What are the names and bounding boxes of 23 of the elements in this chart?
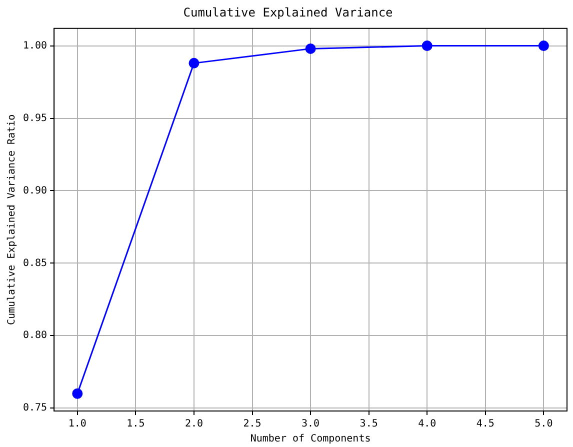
point <box>188 58 200 68</box>
point <box>72 388 83 399</box>
point <box>538 40 549 52</box>
y-axis-title: Cumulative Explained Variance Ratio <box>6 114 18 326</box>
x-tick-label: 4.0 <box>418 418 436 430</box>
point <box>422 40 432 52</box>
x-tick-label: 4.5 <box>476 418 494 430</box>
x-tick-label: 5.0 <box>534 418 553 430</box>
point <box>305 43 316 54</box>
x-tick-label: 2.0 <box>184 418 203 430</box>
y-tick-label: 1.00 <box>22 40 48 52</box>
y-tick-label: 0.95 <box>22 112 48 124</box>
x-tick-label: 1.0 <box>68 418 86 430</box>
x-tick-label: 2.5 <box>243 418 262 430</box>
y-tick-label: 0.80 <box>22 330 48 342</box>
y-tick-label: 0.85 <box>22 258 48 269</box>
x-tick-label: 1.5 <box>126 418 145 430</box>
y-tick-label: 0.90 <box>22 185 48 196</box>
x-tick-label: 3.0 <box>302 418 320 430</box>
x-axis-title: Number of Components <box>250 434 371 445</box>
chart-title: Cumulative Explained Variance <box>183 5 393 20</box>
x-tick-label: 3.5 <box>360 418 378 430</box>
y-tick-label: 0.75 <box>22 402 48 414</box>
